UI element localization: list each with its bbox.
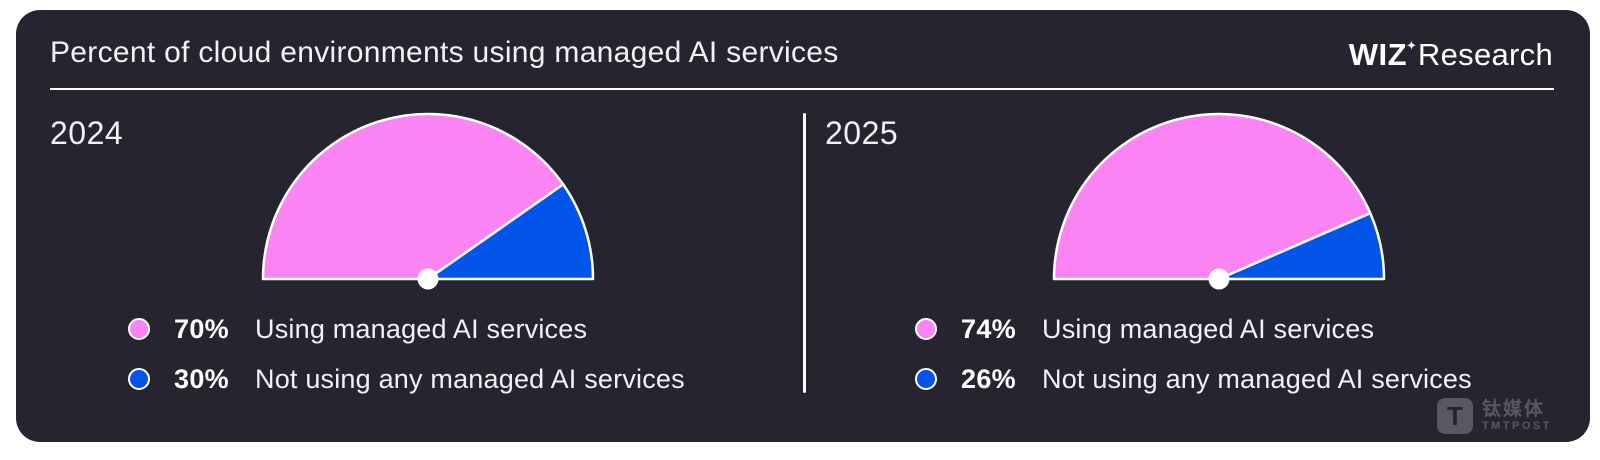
tmtpost-en-label: TMTPOST xyxy=(1481,420,1552,433)
legend-percent: 26% xyxy=(961,363,1016,394)
legend-percent: 30% xyxy=(174,363,229,394)
wiz-research-logo: WIZ✦Research xyxy=(1349,37,1553,73)
legend-item: 26% Not using any managed AI services xyxy=(915,354,1472,404)
pink-wedge xyxy=(1052,112,1372,281)
year-label-2024: 2024 xyxy=(50,115,124,151)
legend-dot-pink xyxy=(128,318,150,340)
wiz-wordmark: WIZ xyxy=(1348,37,1408,72)
legend-2024: 70% Using managed AI services 30% Not us… xyxy=(128,304,685,404)
gauge-center-dot xyxy=(1208,268,1230,290)
title-underline xyxy=(50,88,1554,90)
sparkle-icon: ✦ xyxy=(1406,38,1417,53)
legend-label: Using managed AI services xyxy=(255,313,588,344)
gauge-center-dot xyxy=(417,268,439,290)
legend-item: 30% Not using any managed AI services xyxy=(128,354,685,404)
legend-label: Not using any managed AI services xyxy=(255,363,685,394)
research-wordmark: Research xyxy=(1417,37,1553,72)
legend-2025: 74% Using managed AI services 26% Not us… xyxy=(915,304,1472,404)
blue-wedge xyxy=(1217,211,1386,281)
tmtpost-logo-icon: T xyxy=(1436,398,1473,434)
year-label-2025: 2025 xyxy=(825,115,899,151)
blue-wedge xyxy=(426,183,595,281)
legend-label: Using managed AI services xyxy=(1042,313,1375,344)
tmtpost-cn-label: 钛媒体 xyxy=(1481,398,1545,420)
gauge-chart-2024 xyxy=(261,112,595,290)
legend-dot-pink xyxy=(915,318,937,340)
legend-dot-blue xyxy=(915,368,937,390)
chart-card: Percent of cloud environments using mana… xyxy=(16,10,1590,442)
page-title: Percent of cloud environments using mana… xyxy=(50,36,839,69)
gauge-chart-2025 xyxy=(1052,112,1386,290)
pink-wedge xyxy=(261,112,565,281)
legend-dot-blue xyxy=(128,368,150,390)
legend-percent: 74% xyxy=(961,313,1016,344)
legend-item: 74% Using managed AI services xyxy=(915,304,1472,354)
tmtpost-watermark: T 钛媒体 TMTPOST xyxy=(1436,398,1552,434)
legend-item: 70% Using managed AI services xyxy=(128,304,685,354)
tmtpost-watermark-text: 钛媒体 TMTPOST xyxy=(1481,398,1552,433)
legend-label: Not using any managed AI services xyxy=(1042,363,1472,394)
legend-percent: 70% xyxy=(174,313,229,344)
panel-divider xyxy=(803,113,806,393)
